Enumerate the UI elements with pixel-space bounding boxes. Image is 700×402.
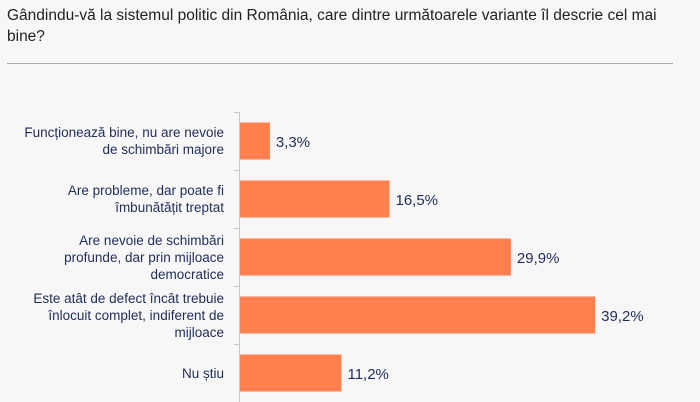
bar (240, 122, 270, 160)
category-label: Are probleme, dar poate fi îmbunătățit t… (67, 183, 224, 215)
category-label: Are nevoie de schimbări profunde, dar pr… (64, 232, 224, 282)
data-label: 39,2% (601, 308, 644, 325)
bar (240, 296, 596, 334)
bar (240, 180, 390, 218)
chart-title: Gândindu-vă la sistemul politic din Româ… (7, 7, 657, 45)
data-label: 16,5% (395, 192, 438, 209)
bar (240, 354, 342, 392)
category-label: Este atât de defect încât trebuie înlocu… (33, 290, 224, 340)
category-label: Nu știu (181, 365, 224, 381)
title-divider (7, 63, 673, 64)
data-label: 3,3% (276, 134, 310, 151)
category-label: Funcționează bine, nu are nevoie de schi… (24, 125, 224, 157)
data-label: 29,9% (517, 250, 560, 267)
data-label: 11,2% (347, 366, 388, 383)
bar (240, 238, 511, 276)
